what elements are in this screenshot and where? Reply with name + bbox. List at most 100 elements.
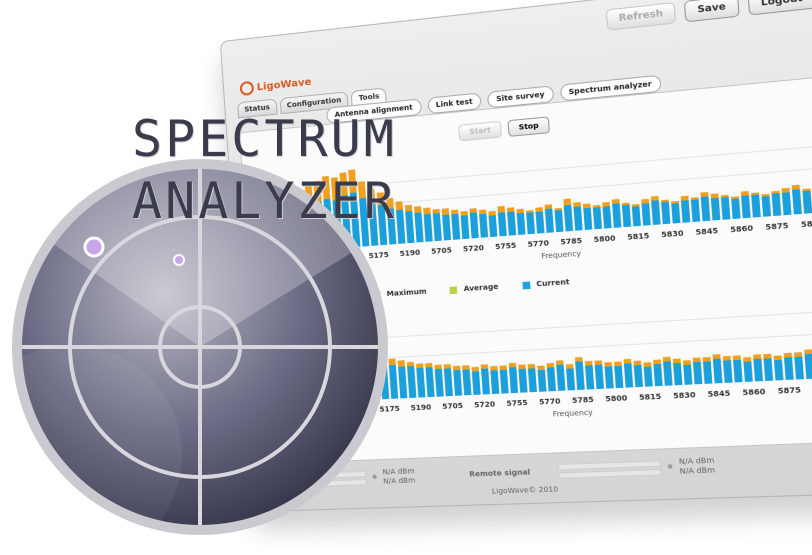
- bar-current: [444, 368, 453, 396]
- tick-label: 5770: [539, 397, 561, 406]
- bar-current: [762, 196, 771, 217]
- tick-label: 5720: [463, 244, 485, 254]
- tick-label: 5720: [474, 400, 496, 409]
- tick-label: 5845: [707, 389, 730, 399]
- bar-current: [479, 214, 488, 238]
- bar-current: [451, 214, 460, 240]
- bar-current: [583, 208, 592, 230]
- bar-current: [433, 213, 442, 241]
- tick-label: 5845: [695, 227, 718, 237]
- tick-label: 5830: [661, 229, 684, 239]
- start-button[interactable]: Start: [458, 121, 502, 142]
- bar-current: [461, 215, 470, 239]
- tick-label: 5875: [777, 386, 801, 396]
- bar-current: [575, 361, 584, 390]
- tick-label: 5755: [506, 399, 528, 408]
- bar-current: [545, 209, 554, 233]
- bar-current: [673, 363, 682, 385]
- bar-current: [481, 368, 490, 394]
- tick-label: 5705: [431, 246, 452, 256]
- bar-current: [416, 368, 425, 398]
- legend-item-current: Current: [522, 278, 570, 290]
- bar-current: [733, 360, 742, 383]
- bar-current: [782, 192, 792, 215]
- x-axis-label: Frequency: [541, 249, 581, 260]
- bar-current: [794, 357, 804, 380]
- bar-current: [603, 206, 612, 228]
- remote-signal-meter-2: [558, 469, 661, 479]
- bar-current: [472, 371, 481, 395]
- bar-current: [574, 206, 583, 230]
- bar-current: [653, 364, 662, 386]
- bar-current: [632, 206, 641, 226]
- bar-current: [538, 370, 547, 392]
- legend-label: Average: [463, 283, 498, 294]
- bar-current: [593, 207, 602, 229]
- bar-current: [442, 215, 451, 241]
- tick-label: 5785: [560, 237, 582, 247]
- bar-current: [498, 212, 507, 236]
- bar-current: [784, 357, 794, 380]
- title-line-2: ANALYZER: [132, 170, 397, 232]
- status-dot: [668, 464, 673, 468]
- bar-current: [663, 361, 672, 386]
- refresh-button[interactable]: Refresh: [606, 2, 677, 31]
- bar-current: [547, 367, 556, 391]
- tick-label: 5770: [527, 239, 549, 249]
- bar-current: [517, 213, 526, 235]
- bar-current: [723, 360, 732, 383]
- bar-current: [622, 205, 631, 227]
- bar-current: [564, 205, 573, 232]
- bar-current: [743, 361, 752, 381]
- bar-current: [703, 361, 712, 384]
- x-axis-label: Frequency: [553, 408, 594, 418]
- title-line-1: SPECTRUM: [132, 108, 397, 170]
- logout-button[interactable]: Logout: [747, 0, 812, 16]
- bar-current: [536, 211, 545, 233]
- bar-current: [661, 202, 670, 225]
- bar-current: [500, 370, 509, 394]
- remote-value-2: N/A dBm: [679, 466, 715, 476]
- tick-label: 5190: [410, 403, 431, 412]
- top-toolbar: Refresh Save Logout: [606, 0, 812, 31]
- bar-current: [566, 368, 575, 390]
- logo-text: LigoWave: [256, 77, 311, 94]
- bar-current: [772, 193, 782, 216]
- bar-current: [555, 210, 564, 232]
- tick-label: 5800: [593, 234, 616, 244]
- bar-current: [556, 365, 565, 391]
- page-title: SPECTRUM ANALYZER: [132, 108, 397, 232]
- bar-current: [425, 367, 434, 397]
- stop-button[interactable]: Stop: [507, 116, 550, 137]
- bar-current: [528, 368, 537, 392]
- legend-label: Current: [536, 278, 570, 289]
- copyright-text: LigoWave© 2010: [492, 485, 559, 495]
- bar-current: [435, 369, 444, 397]
- legend-swatch: [522, 281, 530, 289]
- bar-current: [624, 363, 633, 387]
- tick-label: 5815: [627, 232, 650, 242]
- legend-item-average: Average: [450, 283, 499, 295]
- bar-current: [507, 212, 516, 236]
- tick-label: 5800: [605, 394, 628, 404]
- bar-current: [804, 354, 812, 379]
- bar-current: [753, 359, 763, 382]
- bar-current: [731, 198, 740, 219]
- bar-current: [751, 195, 761, 218]
- bar-current: [802, 191, 812, 214]
- tick-label: 5755: [495, 241, 517, 251]
- save-button[interactable]: Save: [684, 0, 739, 22]
- bar-current: [741, 195, 750, 218]
- brand-logo: LigoWave: [239, 75, 311, 96]
- tick-label: 5830: [673, 391, 696, 401]
- bar-current: [634, 365, 643, 387]
- bar-current: [470, 212, 479, 238]
- bar-current: [792, 189, 802, 214]
- remote-signal-label: Remote signal: [469, 468, 531, 478]
- bar-current: [414, 212, 423, 242]
- tick-label: 5860: [730, 224, 754, 234]
- bar-current: [721, 197, 730, 220]
- tick-label: 5785: [572, 396, 594, 406]
- bar-current: [424, 214, 433, 242]
